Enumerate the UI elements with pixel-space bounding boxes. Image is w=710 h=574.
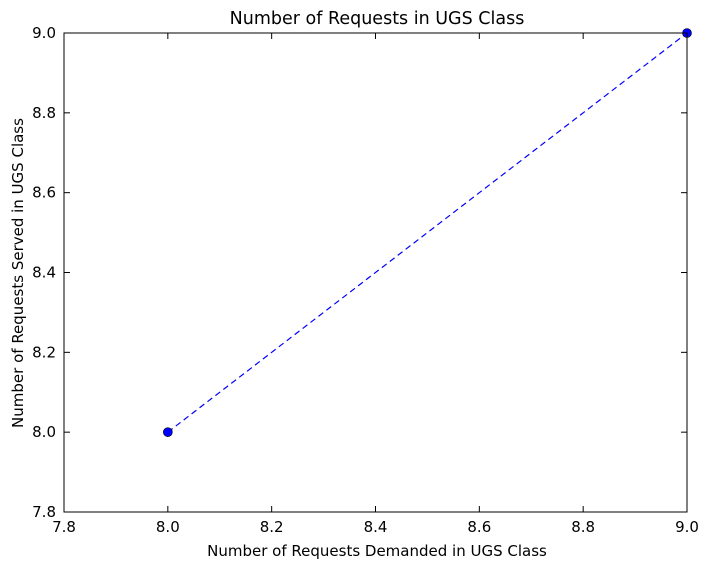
y-tick-label: 7.8 — [32, 503, 56, 521]
data-point — [163, 427, 173, 437]
y-tick-label: 8.8 — [32, 104, 56, 122]
x-tick-label: 8.8 — [571, 518, 595, 536]
series-line — [167, 32, 688, 433]
plot-data-layer — [163, 28, 692, 437]
y-tick-label: 9.0 — [32, 24, 56, 42]
y-tick-label: 8.2 — [32, 343, 56, 361]
y-tick-label: 8.6 — [32, 184, 56, 202]
x-tick-label: 9.0 — [675, 518, 699, 536]
y-tick-label: 8.0 — [32, 423, 56, 441]
x-tick-label: 8.6 — [467, 518, 491, 536]
y-tick-label: 8.4 — [32, 264, 56, 282]
chart-title: Number of Requests in UGS Class — [230, 9, 525, 29]
x-tick-label: 8.0 — [156, 518, 180, 536]
plot-frame-layer — [63, 32, 688, 513]
x-tick-label: 7.8 — [52, 518, 76, 536]
plot-text-layer: Number of Requests in UGS Class Number o… — [9, 9, 699, 560]
x-tick-label: 8.2 — [260, 518, 284, 536]
x-axis-title: Number of Requests Demanded in UGS Class — [207, 542, 547, 560]
x-tick-label: 8.4 — [364, 518, 388, 536]
y-axis-title: Number of Requests Served in UGS Class — [9, 118, 27, 428]
